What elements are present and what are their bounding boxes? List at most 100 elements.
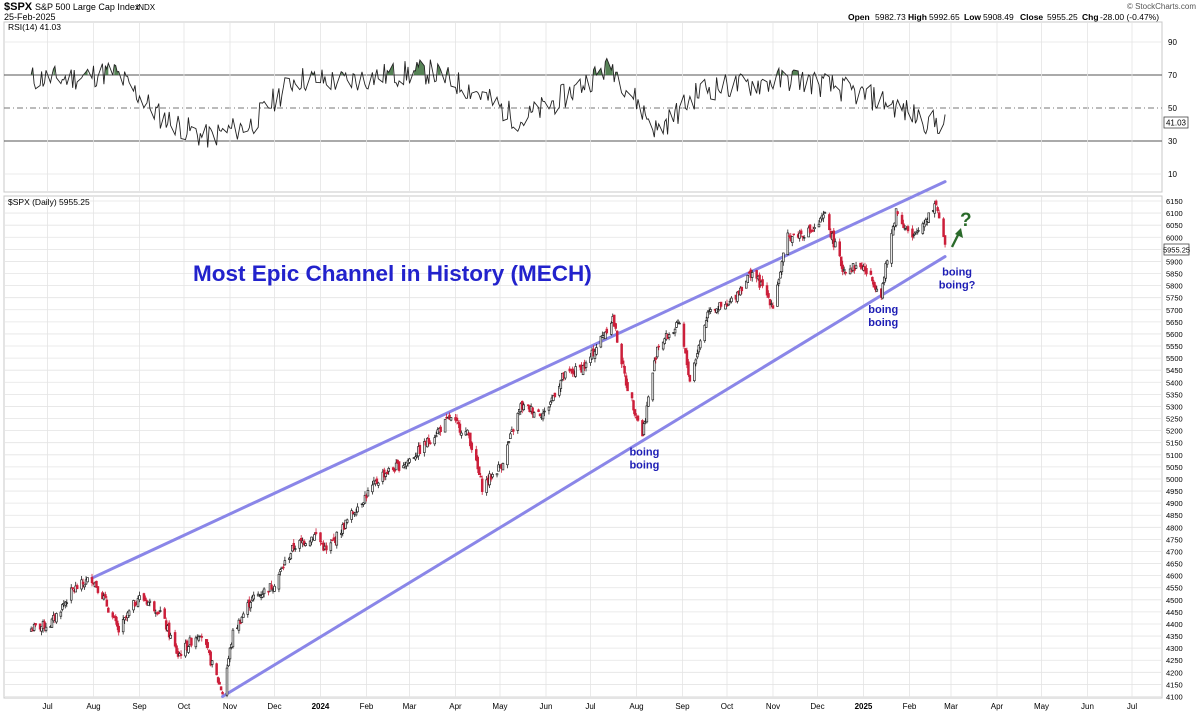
candle-body	[426, 438, 429, 448]
candle-body	[339, 532, 343, 535]
candle	[538, 413, 542, 418]
candle-body	[356, 506, 359, 513]
rsi-tick-label: 90	[1168, 38, 1177, 47]
candle-body	[159, 610, 162, 612]
candle	[59, 610, 63, 620]
candle	[661, 341, 665, 351]
candle-body	[571, 368, 574, 374]
candle-body	[653, 360, 656, 372]
candle-body	[96, 586, 100, 593]
candle-body	[620, 343, 623, 365]
price-tick-label: 5900	[1166, 257, 1183, 266]
candle-body	[270, 584, 273, 590]
candle-body	[114, 616, 117, 622]
candle-body	[786, 232, 790, 255]
candle	[206, 639, 209, 651]
candle	[730, 296, 733, 304]
x-tick-label: 2025	[855, 702, 873, 711]
candle-body	[777, 279, 781, 284]
price-tick-label: 4550	[1166, 584, 1183, 593]
candle-body	[298, 540, 301, 549]
candle	[716, 305, 720, 315]
candle-body	[636, 415, 640, 421]
rsi-overbought-fill	[53, 66, 55, 75]
candle	[750, 269, 754, 282]
candle-body	[739, 287, 742, 296]
candle	[874, 282, 877, 293]
candle-body	[200, 636, 204, 638]
candle-body	[703, 324, 706, 342]
candle-body	[458, 423, 462, 433]
candle	[61, 603, 64, 612]
price-panel-frame	[3, 195, 1163, 699]
candle	[345, 518, 349, 525]
index-description: S&P 500 Large Cap Index	[35, 2, 140, 12]
close-value: 5955.25	[1047, 12, 1078, 22]
rsi-line-group	[30, 57, 946, 148]
candle	[900, 212, 904, 225]
candle-body	[832, 230, 836, 248]
candle-body	[69, 587, 73, 601]
candle	[682, 321, 686, 349]
candle-body	[871, 276, 874, 282]
candle-body	[32, 624, 36, 631]
price-tick-label: 4750	[1166, 535, 1183, 544]
candle	[44, 622, 48, 633]
x-tick-label: Feb	[903, 702, 917, 711]
candle	[363, 491, 367, 504]
candle-body	[209, 651, 212, 666]
candle	[114, 614, 117, 625]
candle-body	[423, 441, 426, 453]
candle	[80, 576, 83, 592]
candle	[249, 600, 253, 612]
candle-body	[242, 613, 245, 618]
candle	[385, 469, 389, 475]
candle-body	[225, 667, 229, 696]
candle-body	[115, 620, 119, 627]
candle	[375, 476, 379, 485]
open-value: 5982.73	[875, 12, 906, 22]
candle-body	[279, 569, 282, 572]
candle-body	[366, 490, 370, 497]
candle-body	[694, 359, 698, 365]
x-tick-label: Aug	[629, 702, 643, 711]
candle	[675, 320, 678, 329]
candle-body	[526, 404, 530, 406]
candle	[408, 457, 411, 464]
candle-body	[522, 404, 525, 411]
candle-body	[289, 553, 293, 560]
candle-body	[231, 629, 235, 648]
candle	[770, 300, 773, 308]
annotation-text: boing	[629, 459, 659, 471]
candle	[768, 298, 772, 309]
price-tick-label: 5250	[1166, 415, 1183, 424]
candle-body	[532, 412, 536, 418]
candle	[532, 411, 536, 418]
candle	[81, 578, 85, 588]
brand: © StockCharts.com	[1127, 2, 1196, 11]
candle-body	[387, 468, 390, 472]
candle-body	[477, 466, 481, 476]
candle	[552, 394, 555, 402]
candle-body	[469, 432, 472, 447]
candle	[657, 343, 660, 351]
candle	[626, 378, 629, 392]
x-tick-label: Jun	[540, 702, 553, 711]
candle	[449, 417, 453, 422]
candle	[589, 352, 592, 366]
candle	[549, 400, 552, 408]
candle-body	[104, 594, 107, 598]
candle	[219, 686, 223, 691]
rsi-overbought-fill	[413, 59, 425, 75]
candle-body	[645, 405, 649, 423]
candle	[516, 412, 520, 434]
candle	[86, 577, 89, 583]
candle-body	[917, 230, 920, 232]
candle	[491, 472, 494, 479]
candle	[362, 502, 365, 507]
candle-body	[817, 223, 821, 228]
candle	[696, 349, 699, 360]
candle	[642, 421, 646, 436]
candle	[676, 319, 680, 325]
candle-body	[838, 241, 841, 257]
